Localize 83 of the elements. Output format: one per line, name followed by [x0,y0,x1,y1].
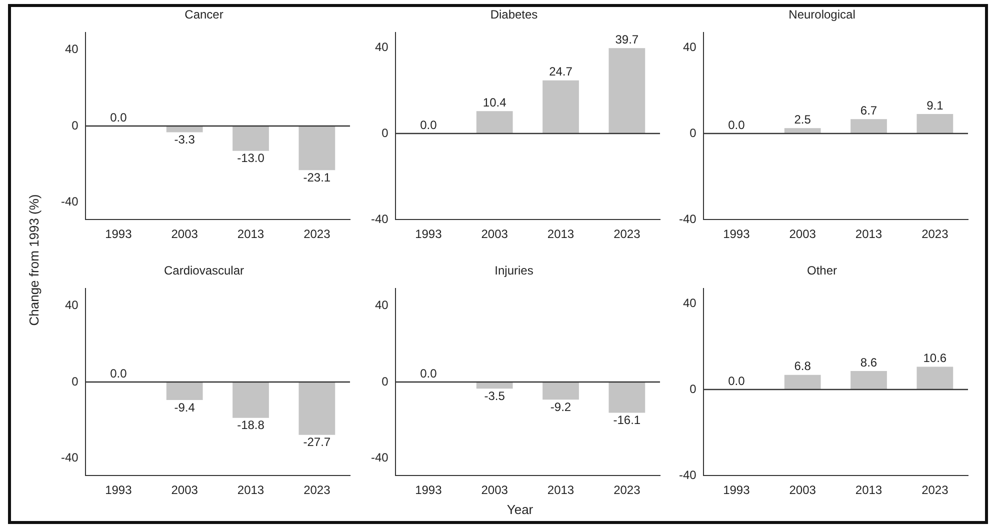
y-tick-label: -40 [61,450,79,465]
x-tick-label: 2023 [304,227,331,242]
data-label: -16.1 [613,413,641,428]
bar [850,371,887,390]
x-tick-label: 1993 [723,227,750,242]
x-tick-label: 1993 [105,483,132,498]
y-tick-label: 40 [374,40,389,54]
y-tick-label: 40 [374,298,389,312]
x-tick-label: 2013 [547,483,574,498]
data-label: 24.7 [549,64,573,79]
data-label: 8.6 [860,355,878,370]
y-tick-label: -40 [371,450,389,465]
data-label: 39.7 [615,32,639,46]
bar [850,119,887,134]
data-label: 0.0 [420,118,438,132]
data-label: -27.7 [303,435,331,450]
bar [916,366,954,390]
data-label: 0.0 [420,366,438,380]
x-tick-label: 2023 [614,227,641,242]
bar [916,114,954,134]
y-tick-label: 0 [382,126,389,140]
x-tick-label: 2013 [237,227,264,242]
bar [784,374,821,390]
x-tick-label: 2003 [789,483,816,498]
data-label: 0.0 [728,118,746,132]
data-label: -3.5 [484,389,506,403]
x-tick-label: 1993 [415,483,442,498]
data-label: -9.2 [550,400,572,414]
x-tick-label: 2013 [855,483,882,498]
x-tick-label: 2013 [855,227,882,242]
x-tick-label: 2023 [922,483,949,498]
bar [542,80,579,134]
x-tick-label: 1993 [415,227,442,242]
data-label: -13.0 [237,151,265,166]
y-tick-label: -40 [61,194,79,209]
x-tick-label: 2003 [789,227,816,242]
y-tick-label: 0 [690,126,697,140]
y-tick-label: 40 [64,298,79,312]
y-tick-label: 0 [72,374,79,388]
x-tick-label: 2023 [922,227,949,242]
y-tick-label: 0 [382,374,389,388]
x-tick-label: 2003 [171,227,198,242]
chart-title: Cardiovascular [164,264,244,278]
data-label: 6.8 [794,359,812,374]
chart-title: Cancer [184,8,224,22]
y-tick-label: 40 [64,42,79,56]
y-tick-label: -40 [679,212,697,226]
x-tick-label: 2023 [614,483,641,498]
x-tick-label: 2013 [547,227,574,242]
y-tick-label: 40 [682,40,697,54]
data-label: 10.6 [923,351,947,366]
chart-title: Other [806,264,838,278]
x-tick-label: 2003 [171,483,198,498]
y-tick-label: 40 [682,296,697,310]
x-tick-label: 2013 [237,483,264,498]
chart-title: Neurological [788,8,856,22]
data-label: -23.1 [303,170,331,184]
data-label: 6.7 [860,103,878,118]
data-label: -9.4 [174,400,196,414]
x-axis-title: Year [506,502,534,517]
data-label: -3.3 [174,132,196,147]
bar [784,128,821,134]
x-tick-label: 2003 [481,227,508,242]
y-tick-label: -40 [679,468,697,482]
bar [476,111,513,134]
y-axis-title: Change from 1993 (%) [26,194,42,326]
y-tick-label: 0 [690,382,697,396]
y-tick-label: -40 [371,212,389,226]
chart-title: Diabetes [490,8,538,22]
data-label: -18.8 [237,418,265,432]
data-label: 2.5 [794,112,812,126]
data-label: 0.0 [110,110,128,124]
x-tick-label: 2003 [481,483,508,498]
x-tick-label: 1993 [723,483,750,498]
y-tick-label: 0 [72,118,79,132]
x-tick-label: 1993 [105,227,132,242]
data-label: 9.1 [926,98,944,112]
data-label: 0.0 [728,374,746,388]
x-tick-label: 2023 [304,483,331,498]
data-label: 0.0 [110,366,128,380]
data-label: 10.4 [482,95,507,110]
chart-title: Injuries [494,264,534,278]
bar [608,48,646,134]
